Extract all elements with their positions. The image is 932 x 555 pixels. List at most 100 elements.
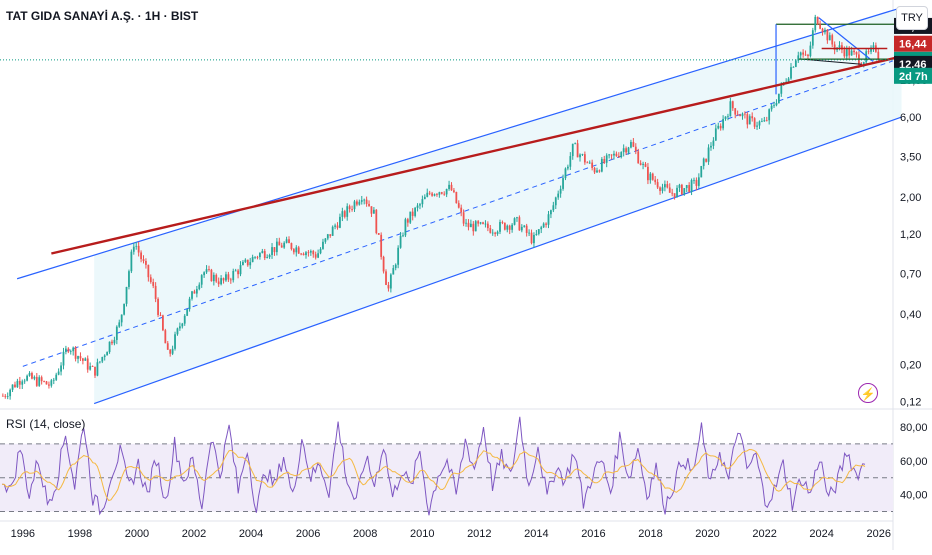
y-tick-label: 6,00 — [900, 112, 921, 124]
candle-body — [259, 253, 261, 258]
candle-body — [746, 114, 749, 125]
candle-body — [649, 173, 652, 181]
candle-body — [399, 235, 402, 248]
countdown-label: 2d 7h — [899, 71, 928, 83]
candle-body — [811, 30, 814, 46]
candle-body — [739, 114, 741, 117]
candle-body — [254, 256, 256, 258]
y-tick-label: 0,70 — [900, 268, 921, 280]
candle-body — [203, 272, 206, 276]
candle-body — [271, 247, 273, 255]
candle-body — [356, 201, 358, 205]
candle-body — [426, 192, 429, 197]
candle-body — [877, 51, 880, 60]
candle-body — [45, 381, 48, 385]
candle-body — [166, 343, 169, 350]
candle-body — [491, 232, 494, 234]
candle-body — [768, 109, 771, 121]
candle-body — [411, 211, 414, 216]
countdown-bg — [894, 67, 932, 84]
candle-body — [307, 252, 310, 254]
candle-body — [751, 116, 754, 119]
candle-body — [632, 142, 635, 147]
candle-body — [234, 270, 237, 272]
candle-body — [98, 361, 101, 363]
candle-body — [397, 247, 400, 265]
candle-body — [656, 182, 659, 188]
candle-body — [232, 270, 235, 281]
candle-body — [620, 152, 623, 158]
candle-body — [494, 232, 497, 234]
candle-body — [816, 16, 819, 25]
candle-body — [523, 225, 526, 227]
candle-body — [741, 113, 744, 117]
candle-body — [819, 24, 822, 29]
candle-body — [16, 380, 19, 388]
currency-button[interactable]: TRY — [896, 6, 928, 30]
lightning-icon[interactable]: ⚡ — [858, 383, 878, 403]
candle-body — [867, 51, 870, 53]
candle-body — [727, 116, 729, 118]
candle-body — [305, 252, 307, 256]
candle-body — [77, 356, 79, 359]
candle-body — [416, 205, 419, 208]
candle-body — [508, 225, 511, 230]
candle-body — [237, 270, 239, 275]
candle-body — [336, 225, 339, 228]
candle-body — [9, 389, 12, 397]
candle-body — [569, 156, 572, 167]
candle-body — [205, 269, 208, 273]
candle-body — [26, 375, 29, 381]
candle-body — [802, 52, 805, 55]
x-tick-label: 2008 — [353, 528, 377, 540]
rsi-indicator-title[interactable]: RSI (14, close) — [6, 417, 86, 431]
rsi-y-tick-label: 60,00 — [900, 456, 928, 468]
candle-body — [685, 185, 688, 189]
candle-body — [329, 234, 332, 236]
candle-body — [353, 201, 356, 210]
candle-body — [450, 184, 453, 191]
candle-body — [74, 347, 77, 359]
candle-body — [542, 223, 545, 228]
x-tick-label: 1998 — [68, 528, 92, 540]
candle-body — [586, 162, 589, 164]
candle-body — [503, 222, 506, 230]
candle-body — [593, 167, 596, 173]
candle-body — [775, 103, 778, 106]
candle-body — [870, 47, 872, 52]
candle-body — [128, 271, 130, 287]
candle-body — [520, 226, 523, 231]
candle-body — [717, 125, 720, 129]
candle-body — [288, 239, 290, 244]
x-tick-label: 2016 — [581, 528, 605, 540]
candle-body — [615, 153, 618, 156]
rsi-y-tick-label: 40,00 — [900, 490, 928, 502]
candle-body — [130, 251, 133, 272]
candle-body — [171, 348, 174, 354]
candle-body — [710, 145, 712, 148]
candle-body — [431, 193, 433, 196]
candle-body — [334, 225, 336, 227]
candle-body — [208, 269, 210, 270]
candle-body — [455, 191, 458, 204]
candle-body — [647, 166, 649, 181]
candle-body — [506, 225, 509, 230]
candle-body — [145, 260, 147, 265]
channel-lower-line — [93, 116, 902, 405]
candle-body — [96, 362, 99, 376]
candle-body — [695, 179, 698, 186]
candle-body — [719, 125, 722, 129]
candle-body — [552, 205, 555, 211]
candle-body — [35, 376, 38, 386]
candle-body — [317, 253, 320, 258]
candle-body — [89, 366, 92, 370]
candle-body — [644, 163, 647, 167]
candle-body — [666, 184, 669, 188]
candle-body — [457, 203, 460, 208]
candle-body — [4, 395, 7, 397]
candle-body — [448, 184, 450, 189]
candle-body — [479, 222, 482, 224]
candle-body — [120, 314, 123, 323]
